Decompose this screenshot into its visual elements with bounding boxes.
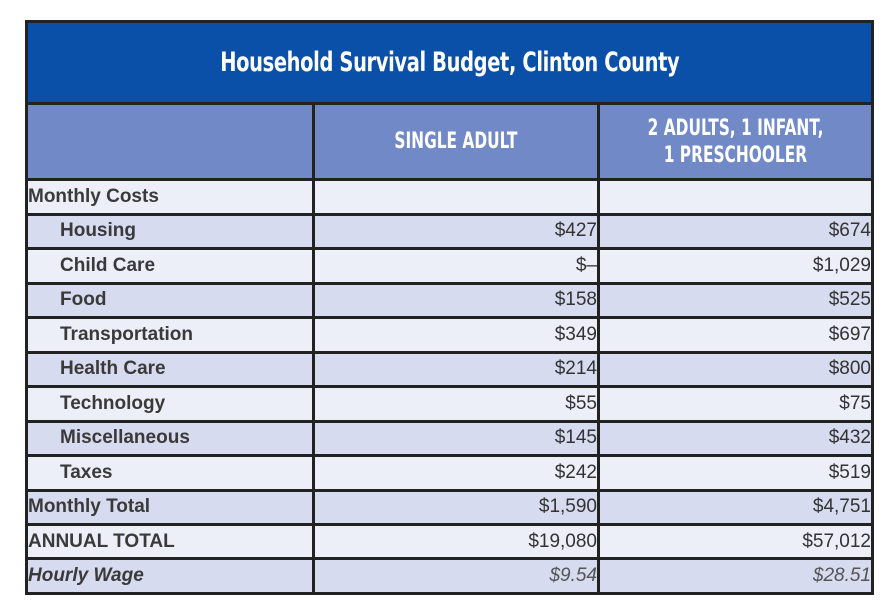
- hourly-wage-label: Hourly Wage: [28, 560, 312, 592]
- monthly-total-family: $4,751: [600, 491, 871, 523]
- header-row: SINGLE ADULT 2 ADULTS, 1 INFANT, 1 PRESC…: [28, 105, 871, 179]
- row-value-single: $158: [315, 284, 597, 317]
- table-row: Technology $55 $75: [28, 388, 871, 420]
- header-blank-cell: [28, 105, 312, 179]
- section-row-monthly-costs: Monthly Costs: [28, 181, 871, 213]
- row-value-single: $145: [315, 422, 597, 455]
- table-row: Food $158 $525: [28, 284, 871, 317]
- row-label: Housing: [28, 215, 312, 248]
- header-family-line1: 2 ADULTS, 1 INFANT,: [647, 115, 824, 141]
- annual-total-family: $57,012: [600, 525, 871, 558]
- table-row: Housing $427 $674: [28, 215, 871, 248]
- row-value-family: $525: [600, 284, 871, 317]
- row-value-single: $349: [315, 319, 597, 351]
- budget-table: Household Survival Budget, Clinton Count…: [25, 20, 874, 595]
- section-blank-single: [315, 181, 597, 213]
- title-row: Household Survival Budget, Clinton Count…: [28, 23, 871, 103]
- section-label: Monthly Costs: [28, 181, 312, 213]
- row-value-single: $55: [315, 388, 597, 420]
- row-label: Transportation: [28, 319, 312, 351]
- table-row: Transportation $349 $697: [28, 319, 871, 351]
- row-value-single: $242: [315, 457, 597, 489]
- row-value-family: $75: [600, 388, 871, 420]
- hourly-wage-row: Hourly Wage $9.54 $28.51: [28, 560, 871, 592]
- row-value-family: $519: [600, 457, 871, 489]
- row-value-single: $–: [315, 250, 597, 282]
- header-family: 2 ADULTS, 1 INFANT, 1 PRESCHOOLER: [600, 105, 871, 179]
- header-single-adult: SINGLE ADULT: [315, 105, 597, 179]
- monthly-total-row: Monthly Total $1,590 $4,751: [28, 491, 871, 523]
- hourly-wage-single: $9.54: [315, 560, 597, 592]
- table-row: Health Care $214 $800: [28, 353, 871, 386]
- row-value-family: $432: [600, 422, 871, 455]
- row-value-single: $427: [315, 215, 597, 248]
- monthly-total-label: Monthly Total: [28, 491, 312, 523]
- row-label: Taxes: [28, 457, 312, 489]
- header-family-line2: 1 PRESCHOOLER: [663, 142, 808, 168]
- table-row: Taxes $242 $519: [28, 457, 871, 489]
- budget-table-frame: Household Survival Budget, Clinton Count…: [25, 20, 874, 595]
- hourly-wage-family: $28.51: [600, 560, 871, 592]
- annual-total-single: $19,080: [315, 525, 597, 558]
- row-label: Health Care: [28, 353, 312, 386]
- table-row: Child Care $– $1,029: [28, 250, 871, 282]
- row-label: Child Care: [28, 250, 312, 282]
- row-value-family: $674: [600, 215, 871, 248]
- row-value-family: $800: [600, 353, 871, 386]
- row-value-single: $214: [315, 353, 597, 386]
- table-title: Household Survival Budget, Clinton Count…: [28, 23, 871, 103]
- row-value-family: $1,029: [600, 250, 871, 282]
- row-label: Technology: [28, 388, 312, 420]
- table-title-text: Household Survival Budget, Clinton Count…: [219, 47, 680, 79]
- monthly-total-single: $1,590: [315, 491, 597, 523]
- annual-total-row: ANNUAL TOTAL $19,080 $57,012: [28, 525, 871, 558]
- table-row: Miscellaneous $145 $432: [28, 422, 871, 455]
- row-label: Food: [28, 284, 312, 317]
- row-label: Miscellaneous: [28, 422, 312, 455]
- section-blank-family: [600, 181, 871, 213]
- row-value-family: $697: [600, 319, 871, 351]
- annual-total-label: ANNUAL TOTAL: [28, 525, 312, 558]
